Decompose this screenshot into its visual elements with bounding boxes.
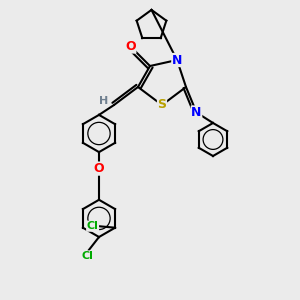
Text: Cl: Cl [81, 251, 93, 261]
Text: O: O [125, 40, 136, 53]
Text: O: O [94, 162, 104, 175]
Text: N: N [191, 106, 202, 119]
Text: S: S [158, 98, 166, 112]
Text: Cl: Cl [87, 221, 98, 231]
Text: N: N [172, 53, 182, 67]
Text: H: H [99, 95, 108, 106]
